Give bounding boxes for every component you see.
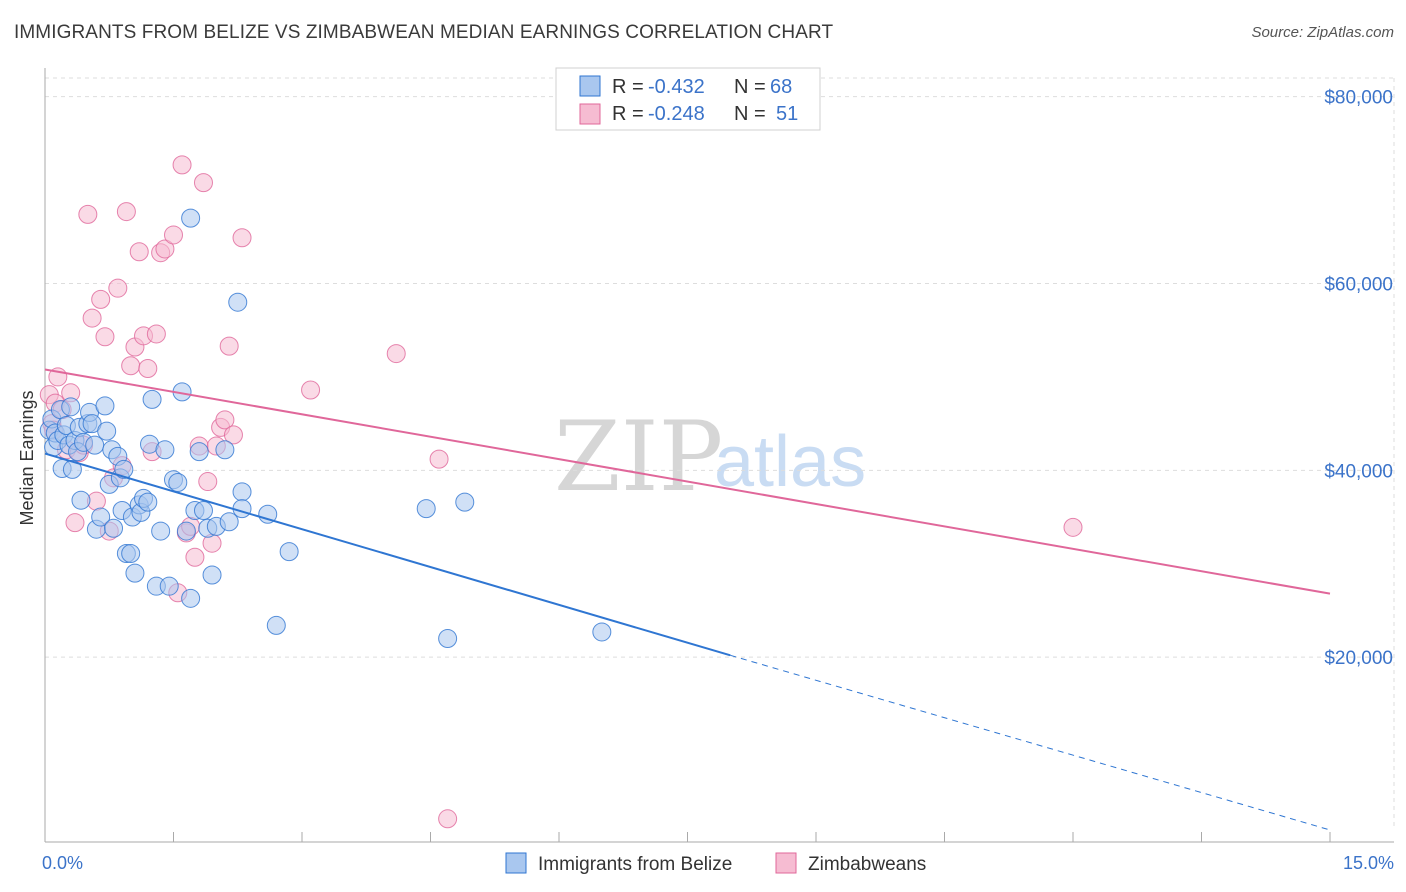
belize-point-44	[155, 440, 175, 460]
zimbabweans-point-35	[185, 547, 205, 567]
zimbabweans-point-42	[215, 410, 235, 430]
x-tick-label-min: 0.0%	[42, 853, 83, 873]
belize-point-20	[85, 435, 105, 455]
zimbabweans-point-43	[219, 336, 239, 356]
bottom-legend-swatch-belize	[505, 852, 527, 874]
belize-point-65	[279, 542, 299, 562]
zimbabweans-point-47	[386, 344, 406, 364]
belize-point-61	[228, 292, 248, 312]
axes	[44, 68, 1394, 843]
y-tick-labels: $20,000 $40,000 $60,000 $80,000	[1324, 88, 1393, 669]
belize-point-23	[95, 396, 115, 416]
belize-point-67	[438, 628, 458, 648]
x-tick-label-max: 15.0%	[1343, 853, 1394, 873]
zimbabweans-point-49	[438, 809, 458, 829]
zimbabweans-point-18	[108, 278, 128, 298]
belize-point-35	[125, 563, 145, 583]
belize-point-24	[97, 421, 117, 441]
belize-point-22	[91, 507, 111, 527]
belize-point-58	[219, 512, 239, 532]
belize-trend-line	[44, 452, 731, 657]
source-label: Source: ZipAtlas.com	[1251, 24, 1394, 41]
belize-point-43	[151, 521, 171, 541]
belize-point-68	[455, 492, 475, 512]
belize-point-57	[215, 440, 235, 460]
belize-point-52	[189, 442, 209, 462]
zimbabweans-point-21	[121, 356, 141, 376]
zimbabweans-point-37	[193, 173, 213, 193]
y-tick-label-1: $40,000	[1324, 461, 1393, 482]
zimbabweans-point-8	[65, 513, 85, 533]
watermark-atlas: atlas	[714, 422, 866, 502]
belize-point-55	[202, 565, 222, 585]
zimbabweans-point-25	[138, 359, 158, 379]
zimbabweans-point-20	[116, 202, 136, 222]
belize-trend-line-extension	[730, 654, 1331, 831]
belize-point-64	[266, 615, 286, 635]
belize-point-11	[62, 459, 82, 479]
legend-n-value-belize: 68	[770, 76, 792, 98]
zimbabweans-point-38	[198, 472, 218, 492]
zimbabweans-point-15	[95, 327, 115, 347]
belize-point-62	[181, 208, 201, 228]
y-axis-title: Median Earnings	[17, 390, 37, 525]
belize-point-66	[416, 499, 436, 519]
zimbabweans-point-48	[429, 449, 449, 469]
legend-n-label-zimbabweans: N =	[734, 103, 766, 125]
legend-r-label-belize: R =	[612, 76, 644, 98]
zimbabweans-point-32	[172, 155, 192, 175]
legend-swatch-zimbabweans	[579, 103, 601, 125]
zimbabweans-point-27	[146, 324, 166, 344]
legend-n-value-zimbabweans: 51	[776, 103, 798, 125]
chart-title: IMMIGRANTS FROM BELIZE VS ZIMBABWEAN MED…	[14, 22, 834, 43]
belize-point-45	[159, 576, 179, 596]
bottom-legend: Immigrants from Belize Zimbabweans	[505, 852, 926, 875]
zimbabweans-point-12	[82, 308, 102, 328]
belize-point-33	[121, 543, 141, 563]
zimbabweans-point-46	[301, 380, 321, 400]
belize-point-53	[193, 501, 213, 521]
belize-point-10	[61, 397, 81, 417]
legend-r-value-belize: -0.432	[648, 76, 705, 98]
zimbabweans-point-14	[91, 289, 111, 309]
zimbabweans-point-30	[164, 225, 183, 245]
watermark-zip: ZIP	[554, 401, 723, 513]
zimbabweans-point-45	[232, 228, 252, 248]
legend-r-value-zimbabweans: -0.248	[648, 103, 705, 125]
y-tick-label-2: $60,000	[1324, 275, 1393, 296]
belize-point-50	[181, 588, 201, 608]
belize-point-15	[71, 490, 91, 510]
belize-point-59	[232, 482, 252, 502]
y-tick-label-3: $80,000	[1324, 88, 1393, 109]
belize-point-49	[176, 521, 196, 541]
zimbabweans-point-29	[155, 239, 175, 259]
legend-r-label-zimbabweans: R =	[612, 103, 644, 125]
belize-points	[39, 208, 612, 648]
zimbabweans-point-50	[1063, 517, 1083, 537]
legend-n-label-belize: N =	[734, 76, 766, 98]
belize-point-47	[168, 472, 188, 492]
belize-point-27	[104, 518, 124, 538]
legend: R = -0.432 N = 68 R = -0.248 N = 51	[555, 67, 821, 131]
zimbabweans-point-23	[129, 242, 149, 262]
belize-point-41	[142, 389, 162, 409]
belize-point-39	[138, 492, 158, 512]
bottom-legend-belize: Immigrants from Belize	[538, 854, 732, 875]
belize-point-31	[114, 459, 134, 479]
zimbabweans-point-44	[223, 425, 243, 445]
legend-swatch-belize	[579, 75, 601, 97]
zimbabweans-point-11	[78, 204, 98, 224]
bottom-legend-swatch-zimbabweans	[775, 852, 797, 874]
y-tick-label-0: $20,000	[1324, 648, 1393, 669]
bottom-legend-zimbabweans: Zimbabweans	[808, 854, 926, 875]
zimbabweans-trend-line	[44, 368, 1331, 595]
belize-point-69	[592, 622, 612, 642]
trend-lines	[44, 368, 1331, 831]
